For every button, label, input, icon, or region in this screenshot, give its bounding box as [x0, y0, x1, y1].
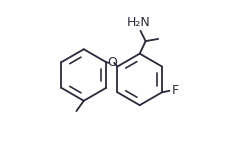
Text: F: F: [172, 84, 179, 97]
Text: H₂N: H₂N: [126, 16, 150, 29]
Text: O: O: [107, 56, 117, 69]
